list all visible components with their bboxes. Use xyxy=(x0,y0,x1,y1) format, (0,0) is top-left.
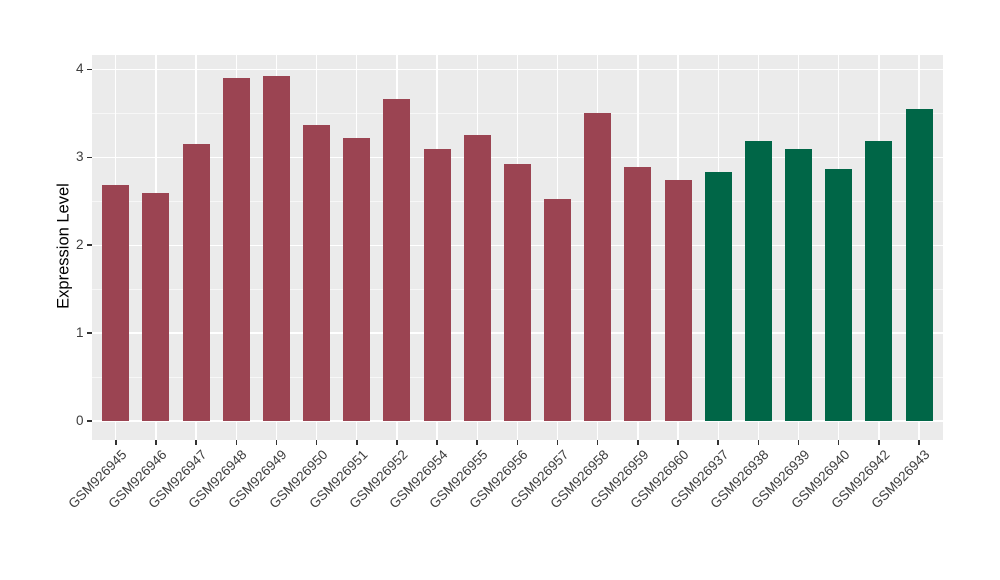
x-tick-mark xyxy=(115,440,117,445)
bar-GSM926946 xyxy=(142,193,170,421)
y-tick-label: 4 xyxy=(75,61,84,77)
y-tick-label: 2 xyxy=(75,237,84,253)
x-tick-mark xyxy=(356,440,358,445)
bar-GSM926947 xyxy=(182,144,210,421)
x-tick-mark xyxy=(436,440,438,445)
y-tick-label: 3 xyxy=(75,149,84,165)
bar-GSM926954 xyxy=(423,148,451,421)
x-tick-mark xyxy=(797,440,800,445)
bar-GSM926952 xyxy=(383,99,411,421)
bar-GSM926940 xyxy=(825,168,853,421)
bar-GSM926937 xyxy=(704,172,732,421)
bar-GSM926956 xyxy=(503,164,531,421)
x-tick-mark xyxy=(757,440,760,445)
x-tick-mark xyxy=(155,440,157,445)
x-tick-mark xyxy=(837,440,840,445)
x-tick-mark xyxy=(596,440,599,445)
x-tick-mark xyxy=(556,440,559,445)
x-tick-mark xyxy=(396,440,398,445)
bar-GSM926950 xyxy=(303,124,331,421)
y-tick-label: 1 xyxy=(75,325,84,341)
x-tick-mark xyxy=(235,440,238,445)
bar-GSM926958 xyxy=(584,113,612,421)
x-tick-mark xyxy=(637,440,639,445)
bar-GSM926949 xyxy=(262,75,290,421)
bar-GSM926955 xyxy=(463,135,491,421)
bar-GSM926959 xyxy=(624,166,652,421)
x-tick-mark xyxy=(476,440,478,445)
x-tick-mark xyxy=(275,440,278,445)
x-tick-mark xyxy=(195,440,197,445)
bar-GSM926960 xyxy=(664,180,692,421)
bar-GSM926943 xyxy=(905,108,933,421)
bar-GSM926948 xyxy=(222,78,250,421)
y-tick-mark xyxy=(86,68,92,71)
x-tick-mark xyxy=(677,440,679,445)
y-tick-mark xyxy=(86,244,92,246)
bar-GSM926945 xyxy=(102,184,130,421)
bar-GSM926951 xyxy=(343,137,371,421)
bar-GSM926938 xyxy=(744,141,772,421)
y-tick-mark xyxy=(86,332,92,334)
y-tick-mark xyxy=(86,420,92,422)
y-tick-label: 0 xyxy=(75,413,84,428)
x-tick-mark xyxy=(315,440,318,445)
y-tick-mark xyxy=(86,156,92,159)
bar-GSM926957 xyxy=(544,198,572,421)
x-tick-mark xyxy=(516,440,519,445)
x-tick-mark xyxy=(717,440,719,445)
x-tick-mark xyxy=(918,440,920,445)
bar-GSM926942 xyxy=(865,141,893,421)
x-tick-mark xyxy=(878,440,880,445)
bar-GSM926939 xyxy=(785,148,813,421)
